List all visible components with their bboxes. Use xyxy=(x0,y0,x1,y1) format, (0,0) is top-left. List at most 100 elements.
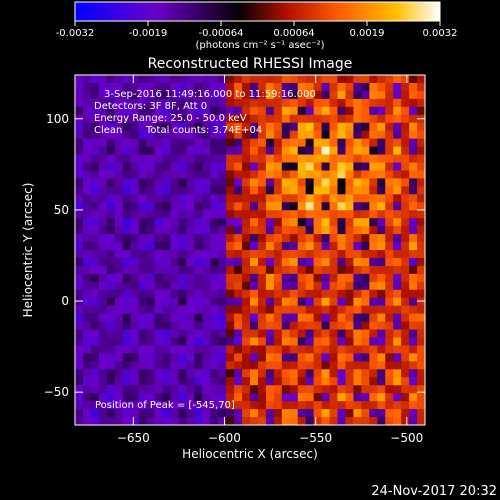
heatmap-cell xyxy=(250,377,259,386)
heatmap-cell xyxy=(273,146,283,156)
heatmap-cell xyxy=(377,130,386,140)
heatmap-cell xyxy=(234,297,243,307)
heatmap-cell xyxy=(281,297,291,307)
heatmap-cell xyxy=(170,321,180,331)
heatmap-cell xyxy=(226,194,235,203)
heatmap-cell xyxy=(289,289,299,299)
heatmap-cell xyxy=(170,250,180,259)
heatmap-cell xyxy=(130,178,140,187)
heatmap-cell xyxy=(329,122,339,132)
heatmap-cell xyxy=(106,178,116,187)
heatmap-cell xyxy=(114,369,124,378)
heatmap-cell xyxy=(393,234,402,243)
heatmap-cell xyxy=(138,98,148,108)
heatmap-cell xyxy=(369,337,378,347)
heatmap-cell xyxy=(98,273,108,283)
heatmap-cell xyxy=(250,409,259,418)
heatmap-cell xyxy=(250,75,259,84)
heatmap-cell xyxy=(170,106,180,116)
heatmap-cell xyxy=(329,202,339,211)
heatmap-cell xyxy=(289,106,299,116)
heatmap-cell xyxy=(265,250,275,259)
heatmap-cell xyxy=(90,170,100,180)
heatmap-cell xyxy=(75,265,84,275)
heatmap-cell xyxy=(122,114,132,124)
heatmap-cell xyxy=(226,353,235,362)
heatmap-cell xyxy=(273,361,283,370)
heatmap-cell xyxy=(265,154,275,164)
heatmap-cell xyxy=(234,202,243,211)
heatmap-cell xyxy=(313,242,323,251)
heatmap-cell xyxy=(218,401,227,410)
heatmap-cell xyxy=(409,122,418,132)
heatmap-cell xyxy=(75,178,84,187)
heatmap-cell xyxy=(242,82,251,92)
heatmap-cell xyxy=(218,281,227,291)
heatmap-cell xyxy=(242,242,251,251)
heatmap-cell xyxy=(401,170,410,180)
heatmap-cell xyxy=(202,273,211,283)
heatmap-cell xyxy=(210,170,219,180)
heatmap-cell xyxy=(194,130,203,140)
heatmap-cell xyxy=(353,218,362,227)
heatmap-cell xyxy=(281,393,291,402)
heatmap-cell xyxy=(329,337,339,347)
heatmap-cell xyxy=(146,234,156,243)
heatmap-cell xyxy=(226,385,235,394)
heatmap-cell xyxy=(297,122,307,132)
heatmap-cell xyxy=(281,361,291,370)
heatmap-cell xyxy=(345,401,355,410)
heatmap-cell xyxy=(106,409,116,418)
heatmap-cell xyxy=(130,130,140,140)
heatmap-cell xyxy=(194,226,203,235)
heatmap-cell xyxy=(82,313,92,323)
heatmap-cell xyxy=(210,226,219,235)
heatmap-cell xyxy=(329,250,339,259)
heatmap-cell xyxy=(90,114,100,124)
heatmap-cell xyxy=(353,138,362,148)
heatmap-cell xyxy=(265,313,275,323)
heatmap-cell xyxy=(234,138,243,148)
heatmap-cell xyxy=(138,170,148,180)
heatmap-cell xyxy=(313,385,323,394)
heatmap-cell xyxy=(321,202,331,211)
heatmap-cell xyxy=(281,202,291,211)
heatmap-cell xyxy=(409,417,418,425)
heatmap-cell xyxy=(289,194,299,203)
heatmap-cell xyxy=(305,265,315,275)
heatmap-cell xyxy=(82,138,92,148)
heatmap-cell xyxy=(417,281,425,291)
heatmap-cell xyxy=(186,186,195,195)
heatmap-cell xyxy=(218,242,227,251)
heatmap-cell xyxy=(361,130,370,140)
heatmap-cell xyxy=(353,305,362,315)
heatmap-cell xyxy=(369,234,378,243)
heatmap-cell xyxy=(305,393,315,402)
heatmap-cell xyxy=(409,385,418,394)
heatmap-cell xyxy=(273,186,283,195)
heatmap-cell xyxy=(75,361,84,370)
heatmap-cell xyxy=(75,130,84,140)
heatmap-cell xyxy=(122,409,132,418)
heatmap-cell xyxy=(345,353,355,362)
heatmap-cell xyxy=(250,186,259,195)
heatmap-cell xyxy=(273,250,283,259)
heatmap-cell xyxy=(329,226,339,235)
heatmap-cell xyxy=(178,154,187,164)
x-axis-label: Heliocentric X (arcsec) xyxy=(182,447,318,461)
heatmap-cell xyxy=(114,82,124,92)
heatmap-cell xyxy=(154,242,164,251)
heatmap-cell xyxy=(385,257,394,267)
heatmap-cell xyxy=(226,273,235,283)
heatmap-cell xyxy=(154,369,164,378)
heatmap-cell xyxy=(178,281,187,291)
heatmap-cell xyxy=(162,393,172,402)
heatmap-cell xyxy=(154,138,164,148)
heatmap-cell xyxy=(186,369,195,378)
heatmap-cell xyxy=(138,218,148,227)
heatmap-cell xyxy=(234,313,243,323)
heatmap-cell xyxy=(242,218,251,227)
heatmap-cell xyxy=(409,377,418,386)
heatmap-cell xyxy=(289,234,299,243)
heatmap-cell xyxy=(369,154,378,164)
